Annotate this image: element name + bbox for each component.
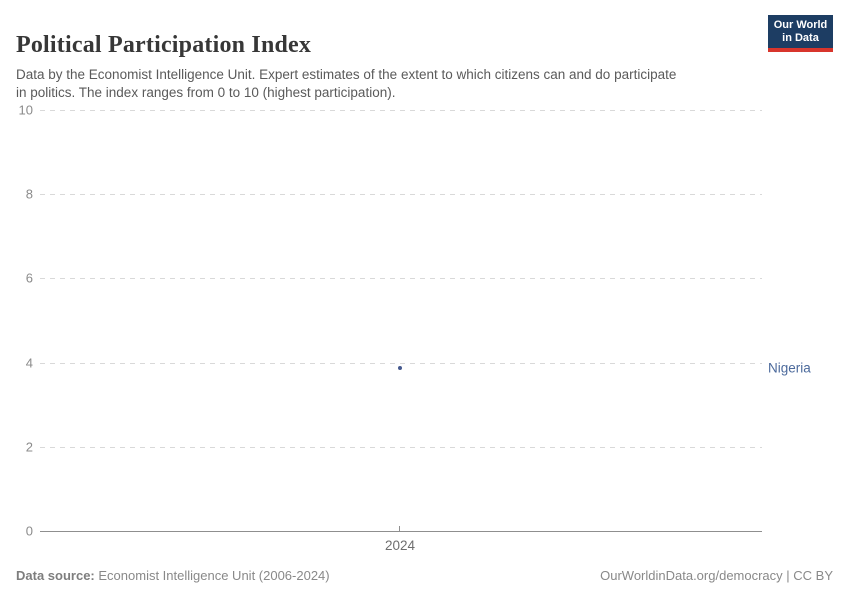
owid-logo-line2: in Data bbox=[782, 31, 819, 44]
owid-logo-line1: Our World bbox=[773, 18, 828, 31]
y-tick-label-4: 4 bbox=[25, 355, 33, 371]
gridline-10 bbox=[40, 110, 762, 111]
y-tick-label-6: 6 bbox=[25, 270, 33, 286]
gridline-8 bbox=[40, 194, 762, 195]
gridline-4 bbox=[40, 363, 762, 364]
chart-footer: Data source: Economist Intelligence Unit… bbox=[16, 568, 833, 584]
x-axis-line bbox=[40, 531, 762, 532]
owid-logo[interactable]: Our World in Data bbox=[768, 15, 833, 52]
data-source-link[interactable]: Economist Intelligence Unit (2006-2024) bbox=[98, 568, 330, 583]
entity-label-nigeria[interactable]: Nigeria bbox=[768, 360, 811, 376]
data-point-nigeria-2024[interactable] bbox=[398, 366, 402, 370]
license-link[interactable]: OurWorldinData.org/democracy | CC BY bbox=[600, 568, 833, 583]
x-tick-label-2024: 2024 bbox=[384, 538, 416, 553]
chart-subtitle: Data by the Economist Intelligence Unit.… bbox=[16, 66, 677, 100]
chart-title: Political Participation Index bbox=[16, 32, 312, 59]
x-tick-mark-2024 bbox=[399, 526, 400, 532]
data-source-label: Data source: bbox=[16, 568, 95, 583]
data-source-line: Data source: Economist Intelligence Unit… bbox=[16, 568, 330, 584]
y-tick-label-2: 2 bbox=[25, 439, 33, 455]
y-tick-label-0: 0 bbox=[25, 523, 33, 539]
gridline-2 bbox=[40, 447, 762, 448]
gridline-6 bbox=[40, 278, 762, 279]
y-tick-label-10: 10 bbox=[18, 102, 33, 118]
y-tick-label-8: 8 bbox=[25, 186, 33, 202]
